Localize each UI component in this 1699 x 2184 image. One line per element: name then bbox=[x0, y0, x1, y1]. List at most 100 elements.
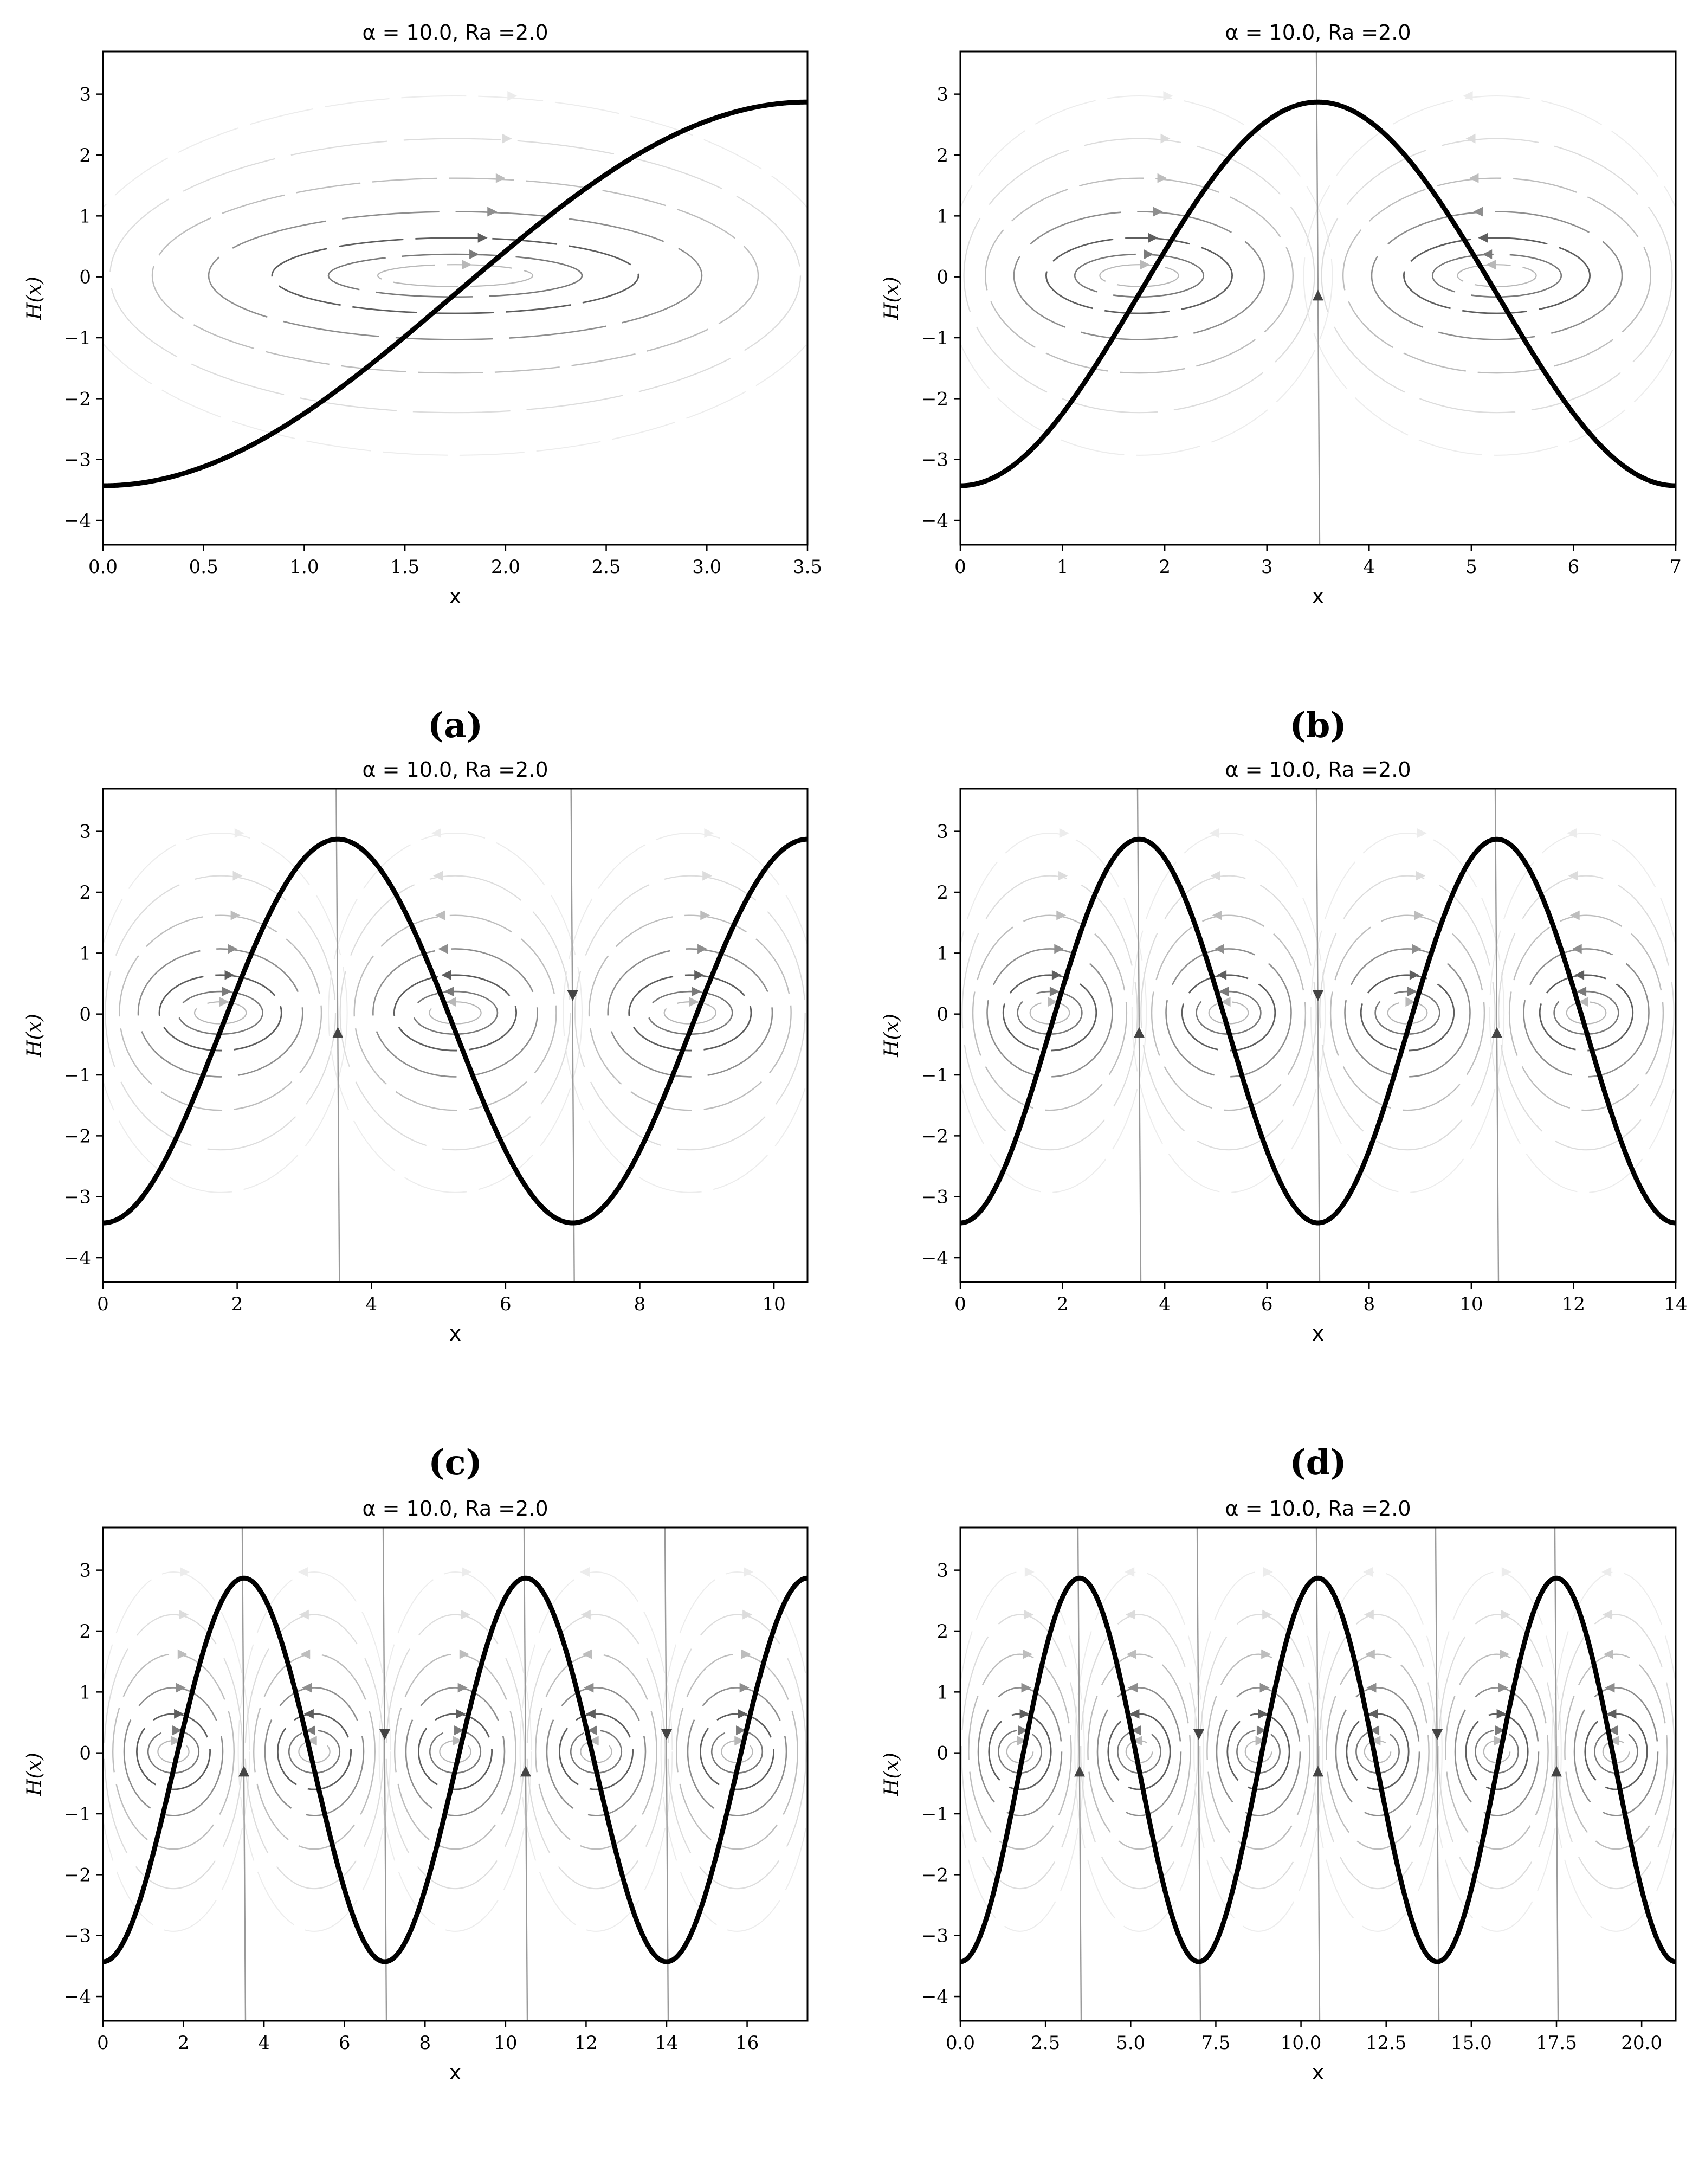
y-tick-label: −3 bbox=[64, 1925, 91, 1947]
chart-title: α = 10.0, Ra =2.0 bbox=[362, 21, 548, 44]
streamline-arrow bbox=[179, 1609, 189, 1620]
streamline bbox=[1557, 1614, 1675, 1890]
x-tick-label: 0 bbox=[97, 2032, 109, 2054]
separatrix bbox=[570, 789, 575, 1282]
y-tick-label: −2 bbox=[64, 1864, 91, 1886]
x-tick-label: 5 bbox=[1465, 556, 1477, 578]
streamline-arrow bbox=[171, 1736, 181, 1746]
y-tick-label: −3 bbox=[64, 1187, 91, 1208]
streamline bbox=[119, 914, 322, 1111]
x-tick-label: 2 bbox=[231, 1293, 243, 1315]
y-tick-label: −2 bbox=[64, 388, 91, 410]
streamline-arrow bbox=[1051, 970, 1062, 980]
axes-frame bbox=[102, 1526, 809, 2022]
streamline-arrow bbox=[1059, 828, 1069, 839]
streamline-arrow bbox=[176, 1683, 186, 1693]
streamline bbox=[519, 1571, 673, 1932]
streamline-arrow bbox=[303, 1709, 314, 1719]
streamline-arrow bbox=[507, 91, 518, 101]
y-tick-label: −2 bbox=[921, 1125, 948, 1147]
streamline bbox=[1013, 211, 1265, 340]
streamline-arrow bbox=[1578, 997, 1588, 1007]
streamline-arrow bbox=[487, 207, 498, 217]
streamline-arrow bbox=[1498, 1683, 1508, 1693]
y-tick-label: −3 bbox=[921, 1925, 948, 1947]
axes-frame bbox=[959, 788, 1677, 1283]
separatrix-arrow bbox=[1313, 1766, 1323, 1777]
streamline-arrow bbox=[1258, 1709, 1268, 1719]
separatrix-arrow bbox=[1193, 1729, 1204, 1740]
y-tick-label: −2 bbox=[64, 1125, 91, 1147]
x-tick-label: 14 bbox=[1664, 1293, 1687, 1315]
streamline bbox=[1080, 1614, 1198, 1890]
streamline bbox=[1087, 1653, 1191, 1850]
y-tick-label: 3 bbox=[79, 84, 91, 106]
separatrix bbox=[664, 1528, 669, 2021]
streamline-arrow bbox=[585, 1709, 596, 1719]
streamline bbox=[244, 1614, 384, 1890]
y-tick-label: −4 bbox=[64, 510, 91, 532]
x-tick-label: 12.5 bbox=[1366, 2032, 1407, 2054]
streamline-arrow bbox=[433, 871, 443, 881]
streamline-arrow bbox=[228, 944, 238, 954]
y-tick-label: 3 bbox=[936, 84, 948, 106]
streamline-arrow bbox=[1024, 1567, 1035, 1577]
streamline bbox=[1344, 948, 1471, 1078]
streamline-arrow bbox=[1365, 1649, 1375, 1659]
panel-caption: (a) bbox=[428, 705, 483, 746]
chart-title: α = 10.0, Ra =2.0 bbox=[362, 758, 548, 782]
streamline-arrow bbox=[1606, 1709, 1617, 1719]
streamline bbox=[960, 1571, 1085, 1932]
streamline bbox=[353, 914, 557, 1111]
axes-frame bbox=[102, 788, 809, 1283]
streamline bbox=[628, 974, 752, 1052]
streamline-arrow bbox=[582, 1649, 592, 1659]
separatrix-arrow bbox=[520, 1766, 531, 1777]
x-tick-label: 14 bbox=[655, 2032, 678, 2054]
separatrix-arrow bbox=[1313, 289, 1323, 301]
streamline-arrow bbox=[1469, 173, 1479, 183]
streamline-arrow bbox=[1261, 1649, 1271, 1659]
streamline bbox=[977, 1687, 1063, 1816]
streamline bbox=[1523, 948, 1650, 1078]
plot-area bbox=[103, 789, 807, 1282]
streamline-arrow bbox=[1496, 1709, 1507, 1719]
streamline-arrow bbox=[1601, 1567, 1612, 1577]
y-tick-label: 0 bbox=[79, 1004, 91, 1026]
x-tick-label: 1 bbox=[1057, 556, 1069, 578]
streamline-arrow bbox=[1140, 260, 1150, 270]
y-axis-label: H(x) bbox=[881, 276, 903, 320]
streamline bbox=[559, 1713, 634, 1790]
separatrix-arrow bbox=[379, 1729, 390, 1740]
streamline bbox=[1498, 875, 1675, 1151]
streamline-arrow bbox=[453, 1736, 463, 1746]
streamline bbox=[1335, 1687, 1420, 1816]
streamline-arrow bbox=[1126, 1649, 1136, 1659]
streamline bbox=[1096, 1687, 1182, 1816]
streamline-arrow bbox=[738, 1709, 748, 1719]
streamline-arrow bbox=[232, 871, 243, 881]
y-tick-label: −4 bbox=[921, 510, 948, 532]
x-axis-label: x bbox=[449, 584, 462, 608]
x-tick-label: 0 bbox=[97, 1293, 109, 1315]
y-axis-label: H(x) bbox=[881, 1753, 903, 1796]
streamline-arrow bbox=[454, 1725, 464, 1736]
streamline bbox=[418, 1713, 493, 1790]
streamline-arrow bbox=[1465, 133, 1476, 144]
streamline-arrow bbox=[1574, 970, 1585, 980]
y-axis-label: H(x) bbox=[23, 1014, 46, 1058]
plot-area bbox=[960, 789, 1676, 1282]
streamline-arrow bbox=[1603, 1649, 1613, 1659]
separatrix-arrow bbox=[661, 1729, 672, 1740]
streamline bbox=[1319, 875, 1496, 1151]
x-tick-label: 6 bbox=[1568, 556, 1580, 578]
x-tick-label: 4 bbox=[258, 2032, 270, 2054]
x-tick-label: 2 bbox=[178, 2032, 190, 2054]
streamline-arrow bbox=[1473, 207, 1483, 217]
streamline bbox=[675, 1653, 798, 1850]
streamline-arrow bbox=[172, 1725, 183, 1736]
streamline-arrow bbox=[1363, 1567, 1373, 1577]
